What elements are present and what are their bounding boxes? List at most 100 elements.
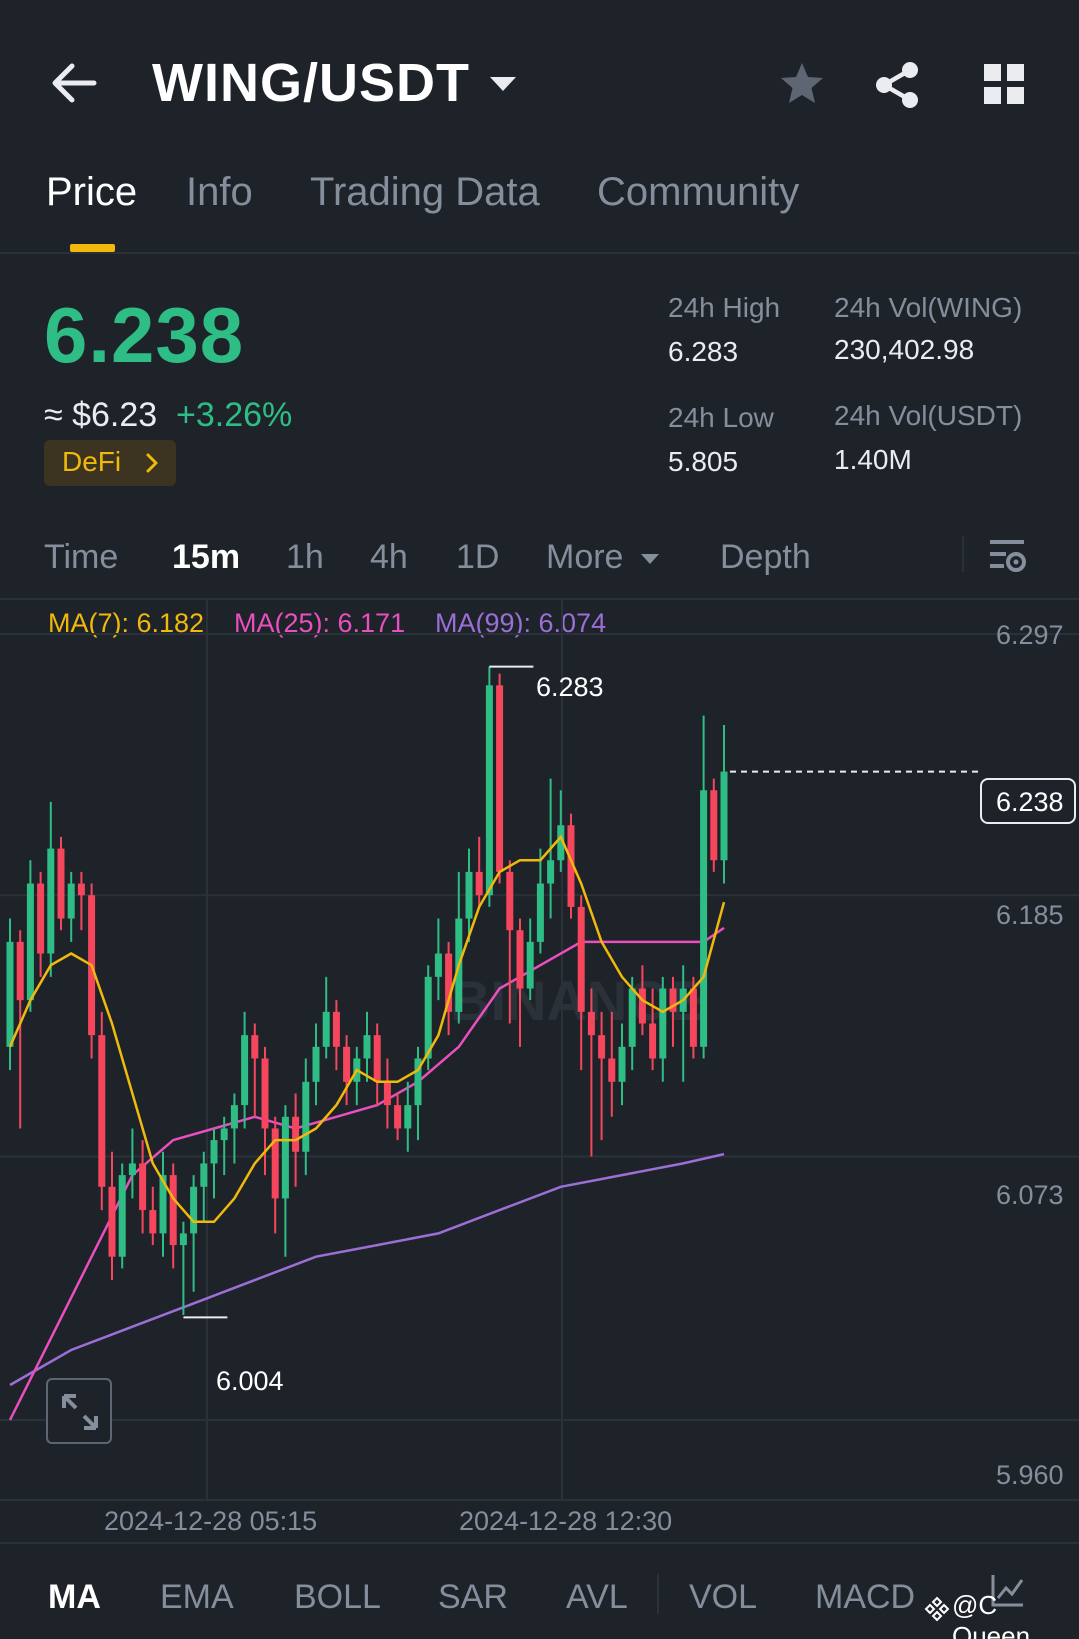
vol-quote-label: 24h Vol(USDT) [834,400,1023,431]
usd-price: ≈ $6.23 [44,396,158,434]
tab-price[interactable]: Price [46,170,138,214]
candle-body [587,1011,595,1036]
candle-body [343,1046,351,1082]
candle-body [363,1035,371,1059]
defi-tag-button[interactable]: DeFi [44,440,176,486]
last-price: 6.238 [44,291,245,379]
caret-down-icon[interactable] [488,74,518,94]
candle-body [271,1128,279,1199]
indicator-ma[interactable]: MA [48,1578,101,1616]
candle-body [689,988,697,1047]
candle-body [241,1035,249,1106]
star-icon[interactable] [778,60,826,108]
indicator-sar[interactable]: SAR [438,1578,508,1616]
candle-body [179,1233,187,1246]
expand-icon [62,1394,98,1430]
candle-body [394,1105,402,1129]
candle-body [118,1175,126,1257]
candle-body [108,1186,116,1257]
defi-tag-label: DeFi [62,446,122,477]
candle-body [332,1011,340,1047]
vol-base-label: 24h Vol(WING) [834,292,1023,323]
candle-body [210,1140,218,1164]
candle-body [220,1128,228,1141]
candle-body [608,1058,616,1082]
caret-down-icon[interactable] [640,552,660,566]
indicator-macd[interactable]: MACD [815,1578,916,1616]
candle-body [230,1105,238,1129]
candle-body [577,906,585,1012]
vol-quote-value: 1.40M [834,444,912,475]
indicator-avl[interactable]: AVL [566,1578,628,1616]
interval-more[interactable]: More [546,538,624,576]
high-value: 6.283 [668,336,739,367]
candle-body [322,1011,330,1047]
interval-15m[interactable]: 15m [172,538,241,576]
candle-body [312,1046,320,1082]
current-price-tag: 6.238 [980,778,1076,824]
candle-body [465,871,473,919]
interval-time[interactable]: Time [44,538,119,576]
binance-logo-icon [924,1596,950,1622]
candle-body [475,871,483,896]
interval-1h[interactable]: 1h [286,538,324,576]
tab-trading-data[interactable]: Trading Data [310,170,540,214]
y-tick-label: 6.297 [996,620,1064,650]
candle-body [526,941,534,989]
candle-body [404,1105,412,1129]
fullscreen-button[interactable] [46,1378,112,1444]
candle-body [190,1186,198,1234]
chevron-right-icon [146,453,158,473]
candle-body [169,1175,177,1246]
candle-body [710,790,718,861]
interval-1d[interactable]: 1D [456,538,500,576]
share-icon[interactable] [874,60,922,110]
pair-title[interactable]: WING/USDT [152,53,470,113]
candle-body [649,1023,657,1059]
y-tick-label: 6.073 [996,1180,1064,1210]
candle-body [251,1035,259,1059]
candle-body [618,1046,626,1082]
indicator-vol[interactable]: VOL [689,1578,758,1616]
ma7-line [8,834,726,1224]
candle-body [373,1035,381,1082]
candle-body [547,860,555,884]
divider [962,536,964,572]
candle-body [26,883,34,1001]
candle-body [77,883,85,896]
chart-settings-icon[interactable] [988,536,1028,576]
candle-body [536,883,544,942]
candle-body [414,1058,422,1106]
candle-body [659,988,667,1059]
y-tick-label: 6.185 [996,900,1064,930]
x-tick-label: 2024-12-28 05:15 [104,1506,318,1536]
top-bar: WING/USDT [0,0,1079,160]
low-value: 5.805 [668,446,739,477]
candle-body [6,941,14,1047]
active-tab-indicator [70,244,115,252]
indicator-ema[interactable]: EMA [160,1578,234,1616]
tab-info[interactable]: Info [186,170,253,214]
candle-body [57,848,65,919]
candle-body [506,871,514,931]
candle-body [67,883,75,919]
indicator-boll[interactable]: BOLL [294,1578,381,1616]
candle-body [302,1081,310,1152]
interval-depth[interactable]: Depth [720,538,811,576]
indicator-bar: MA EMA BOLL SAR AVL VOL MACD [0,1542,1079,1639]
high-label: 24h High [668,292,781,323]
y-tick-label: 5.960 [996,1460,1064,1490]
high-marker-label: 6.283 [536,672,604,702]
tab-community[interactable]: Community [597,170,800,214]
candlestick-chart[interactable]: BINANCE [0,600,1079,1540]
low-label: 24h Low [668,402,774,433]
grid-icon[interactable] [982,62,1026,106]
interval-bar: Time 15m 1h 4h 1D More Depth [0,530,1079,600]
interval-4h[interactable]: 4h [370,538,408,576]
watermark-label: @C Queen [952,1590,1031,1639]
candle-body [281,1116,289,1199]
back-arrow-icon[interactable] [48,58,100,108]
chart-tools-icon[interactable] [990,1572,1026,1608]
candle-body [98,1035,106,1187]
binance-watermark: BINANCE [450,969,705,1032]
